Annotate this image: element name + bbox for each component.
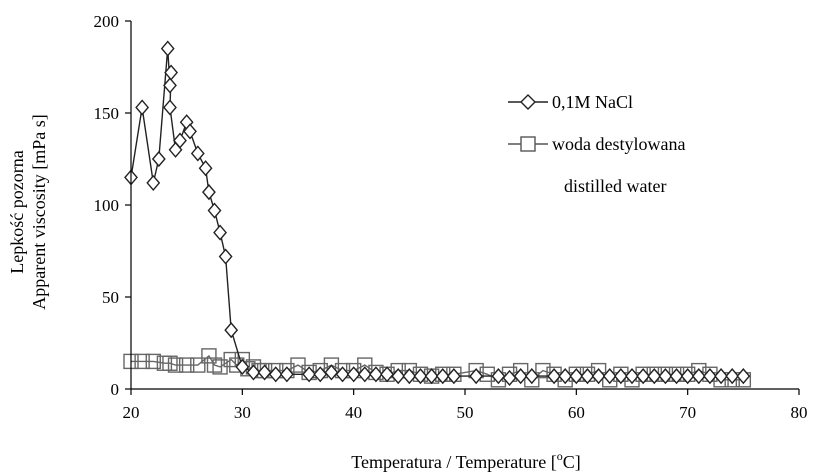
data-point-diamond [163,99,177,116]
data-point-diamond [647,368,662,385]
data-point-diamond [279,366,294,383]
x-tick-label: 70 [679,403,696,422]
data-point-square [201,348,217,364]
data-point-diamond [324,364,339,381]
data-point-diamond [402,368,417,385]
x-tick-label: 80 [791,403,808,422]
series-nacl [124,40,751,387]
data-point-diamond [469,368,484,385]
legend: 0,1M NaCl woda destylowana distilled wat… [508,92,685,196]
x-tick-label: 50 [457,403,474,422]
x-tick-label: 30 [234,403,251,422]
data-point-diamond [524,368,539,385]
data-point-diamond [691,368,706,385]
y-tick-label: 200 [94,12,120,31]
data-point-square [190,357,206,373]
data-point-diamond [636,368,651,385]
data-point-diamond [714,368,728,385]
data-point-diamond [391,368,406,385]
data-point-diamond [135,99,150,116]
legend-label-water-en: distilled water [564,176,666,196]
data-point-diamond [268,366,283,383]
data-point-diamond [446,368,461,385]
data-point-diamond [235,358,250,375]
data-point-diamond [736,368,751,385]
y-tick-label: 150 [94,104,120,123]
legend-item-nacl: 0,1M NaCl [508,92,633,112]
y-tick-label: 100 [94,196,120,215]
data-point-diamond [146,174,161,191]
data-point-diamond [424,368,439,385]
y-tick-label: 0 [111,380,120,399]
data-point-diamond [591,368,606,385]
data-point-diamond [163,77,177,94]
data-point-diamond [190,145,205,162]
data-point-diamond [513,368,528,385]
ticks-layer: 20 30 40 50 60 70 80 0 50 100 150 200 [94,12,808,422]
data-point-diamond [491,368,506,385]
data-point-diamond [183,123,197,140]
series-line [130,48,744,379]
data-point-diamond [207,202,222,219]
data-point-diamond [198,160,213,177]
data-point-diamond [246,364,261,381]
data-point-diamond [413,368,428,385]
data-point-diamond [173,132,187,149]
data-point-square [145,353,161,370]
data-point-diamond [164,64,179,81]
data-point-diamond [580,368,595,385]
data-point-square [206,357,223,373]
y-axis-title: Lepkość pozorna Apparent viscosity [mPa … [7,114,49,309]
data-point-diamond [680,368,695,385]
legend-label-water: woda destylowana [552,134,685,154]
data-point-diamond [257,364,272,381]
x-tick-label: 40 [345,403,362,422]
x-tick-label: 60 [568,403,585,422]
data-point-diamond [669,368,684,385]
data-point-diamond [151,150,166,168]
data-point-diamond [547,368,561,385]
data-point-diamond [703,368,717,385]
series-layer [123,40,752,388]
data-point-diamond [202,184,216,201]
data-point-diamond [213,224,227,241]
data-point-diamond [613,368,628,385]
data-point-diamond [218,248,233,265]
data-point-diamond [502,369,517,387]
legend-item-water: woda destylowana [508,134,685,154]
data-point-square [178,357,195,373]
data-point-diamond [569,368,584,385]
data-point-diamond [725,368,740,385]
data-point-square [134,353,150,370]
data-point-diamond [369,366,383,383]
data-point-diamond [346,366,361,383]
data-point-diamond [224,322,239,339]
data-point-diamond [558,368,573,385]
y-axis-title-line-2: Apparent viscosity [mPa s] [29,114,49,309]
x-axis-title: Temperatura / Temperature [oC] [351,449,581,472]
data-point-diamond [380,366,394,383]
data-point-diamond [335,366,350,383]
data-point-diamond [160,40,175,57]
data-point-diamond [357,366,372,383]
data-point-diamond [313,366,328,383]
data-point-square [162,355,178,371]
data-point-diamond [602,368,617,385]
data-point-diamond [435,368,450,385]
data-point-square [167,357,184,373]
data-point-diamond [302,366,317,383]
legend-label-nacl: 0,1M NaCl [552,92,633,112]
data-point-diamond [658,368,673,385]
data-point-square [223,351,239,368]
y-tick-label: 50 [102,288,119,307]
legend-marker-square [520,136,536,152]
legend-marker-diamond [520,94,536,110]
x-tick-label: 20 [123,403,140,422]
data-point-square [535,362,551,379]
data-point-diamond [625,368,639,385]
y-axis-title-line-1: Lepkość pozorna [7,150,27,273]
